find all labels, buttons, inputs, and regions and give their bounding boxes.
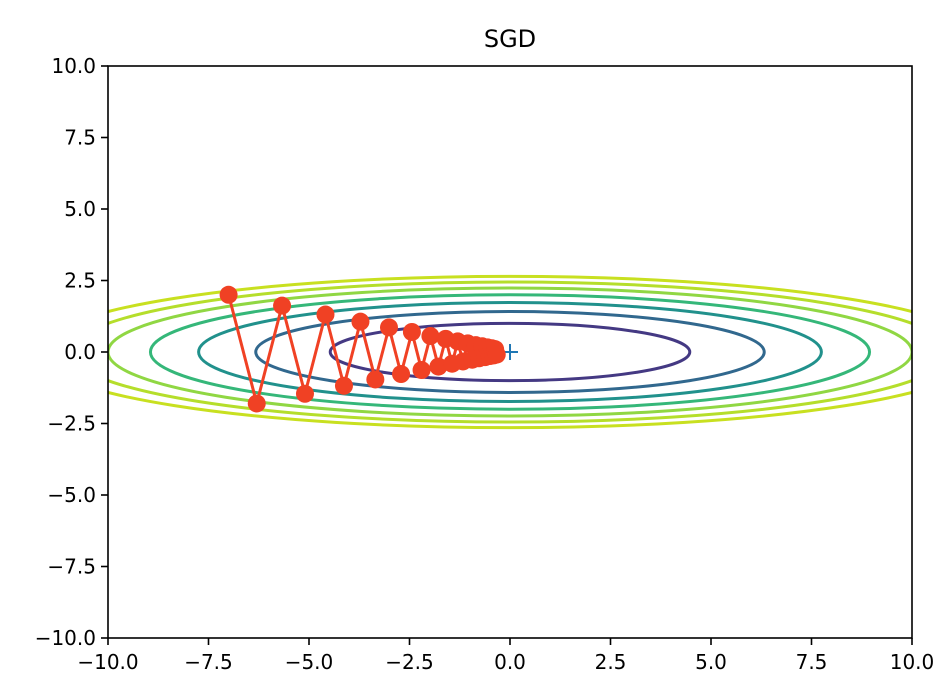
- x-tick-label: −7.5: [184, 650, 233, 674]
- sgd-point: [219, 285, 238, 304]
- contour-level-7: [108, 274, 912, 430]
- sgd-point: [487, 345, 506, 364]
- contour-level-5: [108, 286, 912, 418]
- sgd-point: [366, 370, 385, 389]
- x-tick-label: 5.0: [695, 650, 727, 674]
- contour-level-4: [148, 293, 872, 411]
- sgd-point: [334, 376, 353, 395]
- y-tick-label: 10.0: [51, 54, 96, 78]
- sgd-point: [316, 305, 335, 324]
- x-tick-label: −5.0: [285, 650, 334, 674]
- y-tick-label: 0.0: [64, 340, 96, 364]
- sgd-point: [402, 322, 421, 341]
- x-tick-label: 0.0: [494, 650, 526, 674]
- y-tick-label: −2.5: [47, 412, 96, 436]
- x-tick-label: −10.0: [77, 650, 138, 674]
- contour-level-6: [108, 280, 912, 424]
- sgd-point: [412, 361, 431, 380]
- sgd-point: [392, 365, 411, 384]
- x-tick-label: 10.0: [890, 650, 935, 674]
- sgd-point: [247, 394, 266, 413]
- y-axis-ticks: 10.0 7.5 5.0 2.5 0.0 −2.5 −5.0 −7.5 −10.0: [35, 54, 108, 650]
- sgd-point: [379, 318, 398, 337]
- contour-level-2: [254, 310, 766, 394]
- sgd-path: [219, 285, 506, 413]
- x-tick-label: 2.5: [595, 650, 627, 674]
- y-tick-label: 7.5: [64, 126, 96, 150]
- x-tick-label: 7.5: [796, 650, 828, 674]
- sgd-point: [421, 326, 440, 345]
- contour-level-1: [328, 321, 692, 383]
- sgd-point: [429, 357, 448, 376]
- x-axis-ticks: −10.0 −7.5 −5.0 −2.5 0.0 2.5 5.0 7.5 10.0: [77, 638, 934, 674]
- contour-lines: [108, 274, 912, 430]
- y-tick-label: −7.5: [47, 555, 96, 579]
- y-tick-label: −5.0: [47, 483, 96, 507]
- y-tick-label: 5.0: [64, 197, 96, 221]
- sgd-point: [351, 312, 370, 331]
- y-tick-label: −10.0: [35, 626, 96, 650]
- sgd-point: [295, 384, 314, 403]
- chart-title: SGD: [484, 25, 536, 53]
- x-tick-label: −2.5: [385, 650, 434, 674]
- y-tick-label: 2.5: [64, 269, 96, 293]
- contour-level-3: [197, 300, 823, 404]
- sgd-point: [273, 296, 292, 315]
